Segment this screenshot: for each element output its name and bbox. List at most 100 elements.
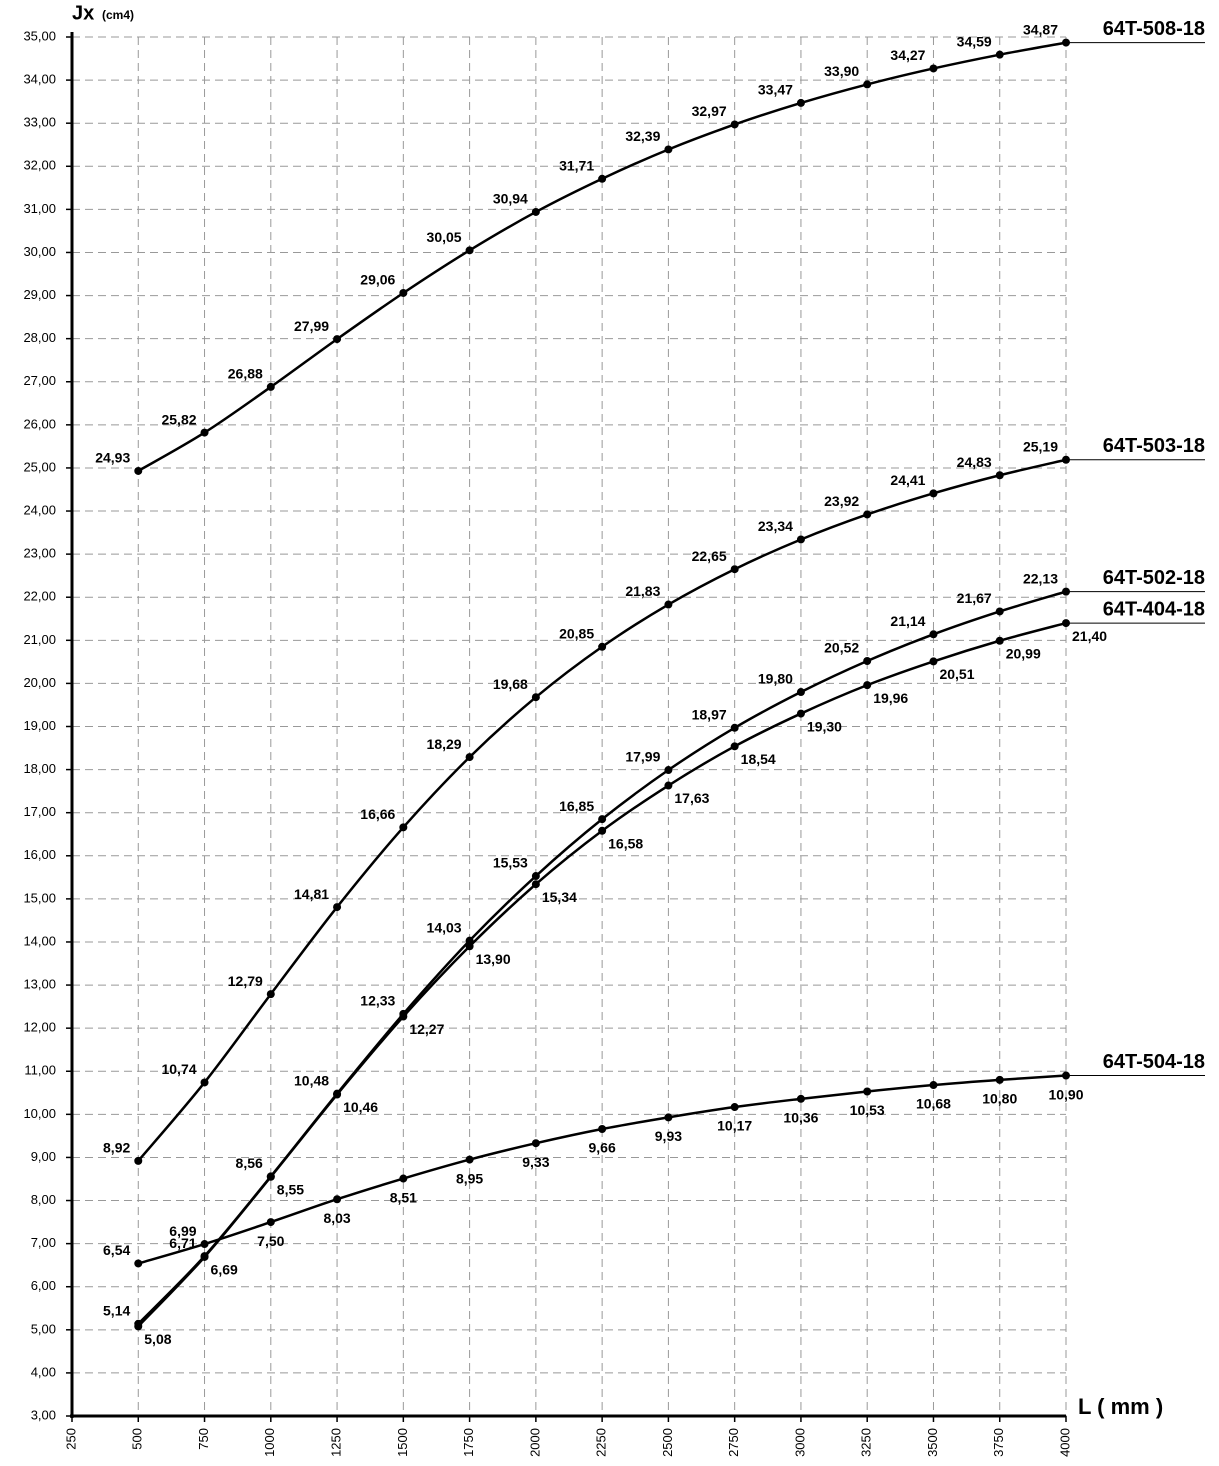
data-point bbox=[929, 1081, 938, 1090]
legend-label: 64T-503-18 bbox=[1103, 435, 1205, 457]
data-point bbox=[730, 723, 739, 732]
data-point bbox=[465, 1155, 474, 1164]
data-label: 30,05 bbox=[427, 229, 462, 245]
data-point bbox=[664, 1113, 673, 1122]
data-label: 20,85 bbox=[559, 625, 594, 641]
data-point bbox=[796, 535, 805, 544]
data-label: 12,79 bbox=[228, 973, 263, 989]
data-label: 21,67 bbox=[957, 590, 992, 606]
data-label: 34,27 bbox=[890, 47, 925, 63]
data-point bbox=[929, 64, 938, 73]
y-tick-label: 34,00 bbox=[23, 72, 56, 87]
data-label: 13,90 bbox=[476, 951, 511, 967]
data-label: 10,90 bbox=[1048, 1086, 1083, 1102]
y-tick-label: 29,00 bbox=[23, 287, 56, 302]
data-label: 8,92 bbox=[103, 1140, 130, 1156]
data-point bbox=[399, 823, 408, 832]
data-point bbox=[598, 642, 607, 651]
data-point bbox=[664, 600, 673, 609]
data-point bbox=[465, 246, 474, 255]
data-point bbox=[796, 709, 805, 718]
data-label: 34,87 bbox=[1023, 21, 1058, 37]
data-label: 26,88 bbox=[228, 366, 263, 382]
y-tick-label: 21,00 bbox=[23, 632, 56, 647]
y-tick-label: 18,00 bbox=[23, 761, 56, 776]
data-label: 19,30 bbox=[807, 718, 842, 734]
data-point bbox=[399, 1012, 408, 1021]
data-point bbox=[266, 990, 275, 999]
data-point bbox=[863, 510, 872, 519]
data-point bbox=[863, 1087, 872, 1096]
data-point bbox=[730, 1103, 739, 1112]
data-label: 34,59 bbox=[957, 33, 992, 49]
x-tick-label: 3500 bbox=[925, 1428, 940, 1457]
data-label: 10,48 bbox=[294, 1072, 329, 1088]
data-label: 10,80 bbox=[982, 1091, 1017, 1107]
legend-label: 64T-504-18 bbox=[1103, 1051, 1205, 1073]
data-label: 18,29 bbox=[427, 736, 462, 752]
data-label: 14,81 bbox=[294, 886, 329, 902]
series-line bbox=[137, 458, 1067, 1162]
data-point bbox=[531, 880, 540, 889]
data-label: 5,14 bbox=[103, 1302, 130, 1318]
data-point bbox=[134, 1322, 143, 1331]
data-point bbox=[134, 1156, 143, 1165]
series-line bbox=[137, 621, 1067, 1328]
data-point bbox=[399, 1174, 408, 1183]
data-label: 22,65 bbox=[692, 548, 727, 564]
legend-label: 64T-502-18 bbox=[1103, 567, 1205, 589]
x-tick-label: 4000 bbox=[1057, 1428, 1072, 1457]
x-tick-label: 3750 bbox=[991, 1428, 1006, 1457]
data-label: 19,68 bbox=[493, 676, 528, 692]
data-label: 7,50 bbox=[257, 1233, 284, 1249]
data-label: 8,56 bbox=[236, 1155, 263, 1171]
data-point bbox=[531, 872, 540, 881]
y-tick-label: 15,00 bbox=[23, 890, 56, 905]
data-point bbox=[134, 466, 143, 475]
data-point bbox=[465, 942, 474, 951]
data-label: 14,03 bbox=[427, 919, 462, 935]
data-label: 10,46 bbox=[343, 1099, 378, 1115]
data-label: 10,17 bbox=[717, 1118, 752, 1134]
x-axis-label: L ( mm ) bbox=[1078, 1394, 1163, 1419]
data-label: 19,80 bbox=[758, 671, 793, 687]
data-label: 15,53 bbox=[493, 855, 528, 871]
data-point bbox=[995, 636, 1004, 645]
data-point bbox=[863, 656, 872, 665]
x-tick-label: 750 bbox=[196, 1428, 211, 1450]
data-label: 9,66 bbox=[589, 1140, 616, 1156]
data-label: 20,99 bbox=[1006, 645, 1041, 661]
data-label: 15,34 bbox=[542, 889, 577, 905]
data-point bbox=[995, 50, 1004, 59]
data-point bbox=[598, 174, 607, 183]
x-tick-label: 1000 bbox=[262, 1428, 277, 1457]
data-label: 9,33 bbox=[522, 1154, 549, 1170]
x-tick-label: 3000 bbox=[792, 1428, 807, 1457]
data-point bbox=[730, 742, 739, 751]
data-label: 6,99 bbox=[169, 1223, 196, 1239]
data-point bbox=[465, 753, 474, 762]
y-tick-label: 9,00 bbox=[31, 1149, 56, 1164]
data-point bbox=[929, 657, 938, 666]
y-tick-label: 23,00 bbox=[23, 546, 56, 561]
y-tick-label: 7,00 bbox=[31, 1235, 56, 1250]
legend-label: 64T-404-18 bbox=[1103, 598, 1205, 620]
data-point bbox=[796, 98, 805, 107]
x-tick-label: 500 bbox=[130, 1428, 145, 1450]
data-point bbox=[200, 1078, 209, 1087]
data-label: 8,51 bbox=[390, 1189, 417, 1205]
data-label: 24,93 bbox=[95, 450, 130, 466]
data-label: 18,54 bbox=[741, 751, 776, 767]
y-tick-label: 4,00 bbox=[31, 1364, 56, 1379]
data-point bbox=[266, 382, 275, 391]
data-point bbox=[531, 693, 540, 702]
y-tick-label: 5,00 bbox=[31, 1321, 56, 1336]
data-point bbox=[333, 335, 342, 344]
y-tick-label: 26,00 bbox=[23, 416, 56, 431]
x-tick-label: 1250 bbox=[329, 1428, 344, 1457]
y-tick-label: 17,00 bbox=[23, 804, 56, 819]
y-tick-label: 13,00 bbox=[23, 977, 56, 992]
y-tick-label: 3,00 bbox=[31, 1407, 56, 1422]
data-label: 8,95 bbox=[456, 1170, 483, 1186]
y-tick-label: 10,00 bbox=[23, 1106, 56, 1121]
